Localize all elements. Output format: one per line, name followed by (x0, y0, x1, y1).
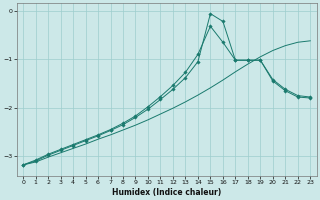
X-axis label: Humidex (Indice chaleur): Humidex (Indice chaleur) (112, 188, 221, 197)
